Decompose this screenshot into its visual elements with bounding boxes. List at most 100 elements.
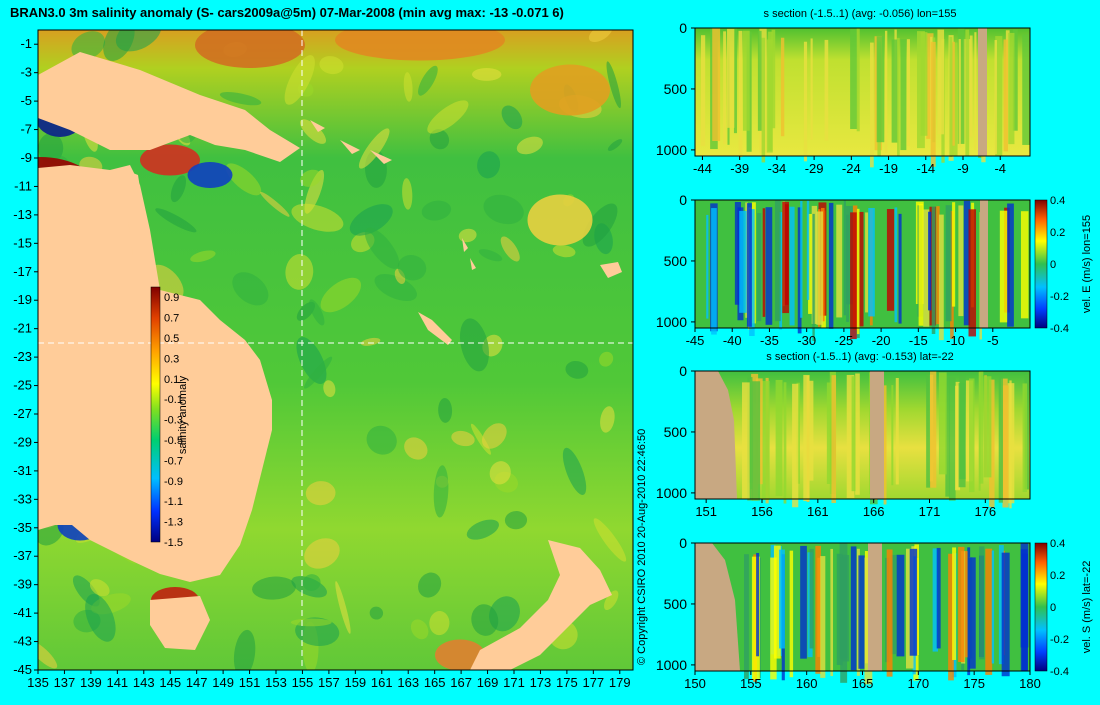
map-anomaly-patch [471, 68, 502, 81]
velocity-colorbar-tick-label: 0 [1050, 602, 1056, 614]
section-stripe [856, 548, 860, 676]
section-stripe [998, 376, 1003, 503]
section-x-tick-label: -40 [723, 333, 742, 348]
map-anomaly-patch [604, 590, 619, 611]
map-y-tick-label: -11 [14, 178, 32, 193]
section-stripe [783, 382, 787, 504]
map-anomaly-patch [562, 447, 587, 495]
section-salinity-lat: s section (-1.5..1) (avg: -0.153) lat=-2… [656, 351, 1031, 519]
section-stripe [865, 212, 869, 313]
section-stripe [900, 39, 907, 151]
map-x-tick-label: 159 [344, 675, 366, 690]
map-anomaly-feature [195, 30, 305, 68]
section-x-tick-label: -10 [946, 333, 965, 348]
section4-side-label: vel. S (m/s) lat=-22 [1081, 561, 1093, 654]
section-stripe [938, 372, 947, 475]
map-anomaly-patch [599, 351, 614, 367]
section-stripe [932, 548, 939, 652]
map-anomaly-feature [530, 64, 610, 116]
map-x-tick-label: 157 [318, 675, 340, 690]
map-colorbar-tick-label: 0.7 [164, 313, 179, 325]
map-frame [37, 29, 634, 671]
section-stripe [1022, 34, 1030, 145]
section-stripe [955, 381, 960, 490]
map-anomaly-patch [85, 594, 116, 642]
section-stripe [969, 378, 975, 493]
section-stripe [909, 548, 918, 656]
copyright-notice: © Copyright CSIRO 2010 20-Aug-2010 22:46… [636, 429, 648, 665]
section-stripe [883, 385, 887, 505]
velocity-colorbar-tick-label: 0.2 [1050, 227, 1065, 239]
map-anomaly-patch [471, 604, 499, 636]
map-anomaly-patch [300, 119, 327, 144]
map-anomaly-patch [319, 56, 344, 75]
section-stripe [985, 548, 993, 675]
section-stripe [1020, 549, 1028, 672]
land-new-zealand [470, 540, 612, 670]
map-x-tick-label: 169 [477, 675, 499, 690]
map-colorbar-tick-label: -1.1 [164, 496, 183, 508]
section-stripe [926, 374, 931, 488]
section-stripe [836, 553, 843, 666]
map-anomaly-patch [438, 397, 453, 423]
map-anomaly-patch [429, 611, 450, 636]
land-solomon-islands [310, 120, 392, 164]
section-stripe [831, 375, 837, 504]
section-stripe [779, 549, 785, 649]
map-y-tick-label: -39 [13, 577, 32, 592]
section-stripe [938, 214, 944, 341]
map-y-tick-label: -5 [20, 93, 32, 108]
section-stripe [969, 35, 973, 137]
section-stripe [923, 209, 930, 327]
section4-x-ticks: 150 155 160 165 170 175 180 [684, 671, 1041, 691]
map-anomaly-feature [187, 162, 233, 188]
land-fiji [600, 262, 622, 278]
map-x-tick-label: 139 [80, 675, 102, 690]
section-stripe [926, 33, 934, 139]
section-stripe [995, 36, 1003, 157]
section3-title: s section (-1.5..1) (avg: -0.153) lat=-2… [766, 351, 953, 363]
map-x-tick-label: 151 [239, 675, 261, 690]
map-anomaly-patch [150, 264, 184, 300]
section-stripe [998, 545, 1004, 665]
map-y-tick-label: -19 [13, 292, 32, 307]
section-stripe [958, 39, 961, 148]
map-y-tick-label: -35 [13, 520, 32, 535]
section-stripe [974, 32, 977, 150]
map-anomaly-patch [600, 406, 615, 433]
map-y-tick-label: -7 [20, 122, 32, 137]
section-y-tick-label: 1000 [656, 314, 687, 330]
section-stripe [752, 381, 761, 501]
section-stripe [734, 201, 742, 305]
section-stripe [945, 205, 952, 322]
section-stripe [850, 28, 858, 130]
velocity-colorbar-tick-label: 0.4 [1050, 195, 1065, 207]
map-colorbar-tick-label: 0.5 [164, 333, 179, 345]
section-y-tick-label: 0 [679, 535, 687, 551]
map-colorbar-ticks: 0.9 0.7 0.5 0.3 0.1 -0.1 -0.3 -0.5 -0.7 -0.9 -1.1 -… [164, 292, 183, 549]
map-anomaly-patch [458, 228, 477, 243]
section-stripe [856, 28, 860, 132]
section-stripe [809, 548, 814, 649]
map-colorbar-tick-label: -0.7 [164, 455, 183, 467]
map-y-tick-label: -27 [13, 406, 32, 421]
section-stripe [886, 209, 895, 311]
map-anomaly-patch [501, 105, 523, 130]
section1-y-ticks: 0 500 1000 [656, 20, 695, 158]
section-stripe [757, 213, 762, 322]
map-anomaly-patch [190, 250, 216, 263]
land-tasmania [150, 596, 210, 650]
section-x-tick-label: -45 [686, 333, 705, 348]
section3-stripes [742, 371, 1029, 509]
map-anomaly-patch [433, 465, 449, 518]
section-stripe [930, 371, 937, 488]
section-x-tick-label: 155 [740, 676, 762, 691]
map-x-tick-label: 177 [582, 675, 604, 690]
map-anomaly-patch [302, 574, 321, 591]
map-colorbar: 0.9 0.7 0.5 0.3 0.1 -0.1 -0.3 -0.5 -0.7 -0.9 -1.1 -… [150, 286, 189, 549]
map-anomaly-patch [404, 437, 428, 460]
map-y-tick-label: -23 [13, 349, 32, 364]
section1-frame [694, 27, 1031, 157]
section-stripe [765, 207, 773, 325]
section-stripe [870, 42, 874, 168]
